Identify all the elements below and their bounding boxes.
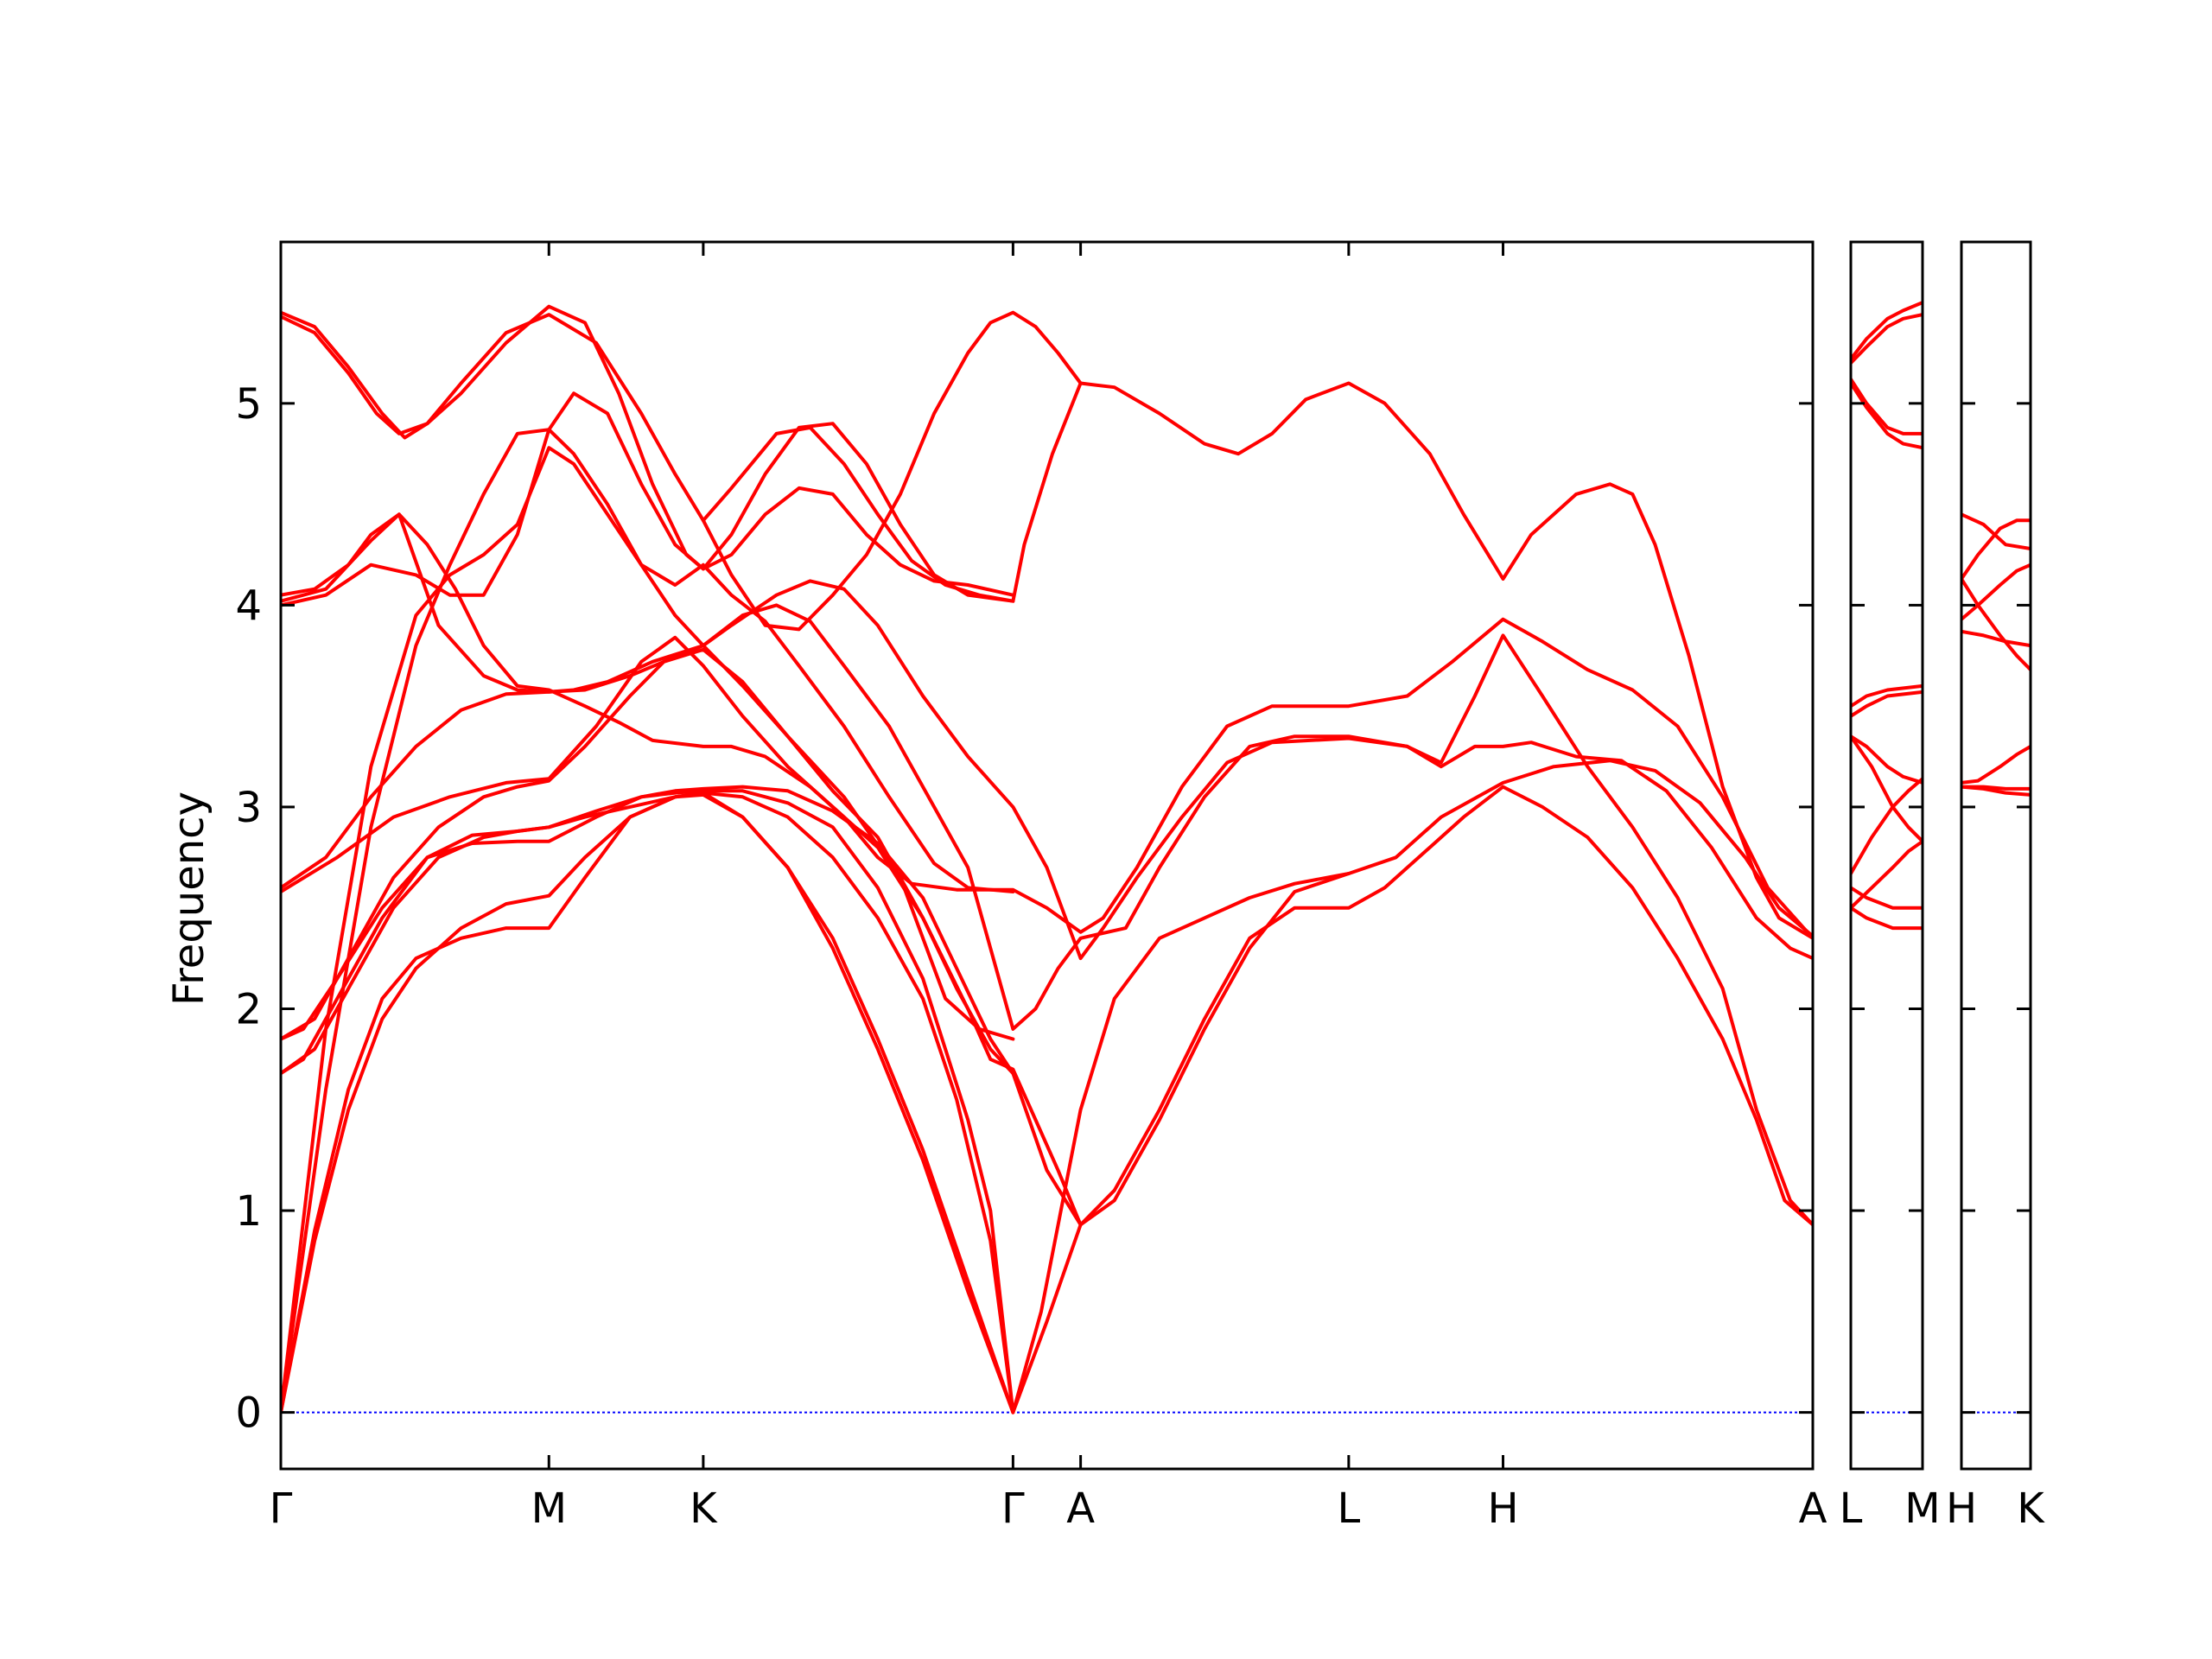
band-line-4 xyxy=(1961,563,2031,621)
band-line-6 xyxy=(281,647,1813,1227)
band-line-9 xyxy=(1851,777,1923,875)
band-line-15 xyxy=(281,391,1015,607)
band-line-1 xyxy=(281,310,1813,940)
x-tick-label: A xyxy=(1066,1484,1095,1533)
band-line-4 xyxy=(281,603,1813,1031)
x-tick-label: M xyxy=(1904,1484,1940,1533)
band-line-5 xyxy=(281,635,1813,1227)
x-tick-label: M xyxy=(531,1484,567,1533)
panel-frame xyxy=(279,240,1815,1471)
band-line-6 xyxy=(1961,744,2031,785)
y-tick-label: 3 xyxy=(235,784,262,832)
x-tick-label: K xyxy=(2017,1484,2045,1533)
x-tick-label: K xyxy=(690,1484,718,1533)
band-line-3 xyxy=(1851,377,1923,435)
band-line-8 xyxy=(1961,785,2031,797)
band-line-5 xyxy=(1961,629,2031,648)
band-line-10 xyxy=(1851,886,1923,910)
x-tick-label: H xyxy=(1487,1484,1518,1533)
band-lines xyxy=(281,304,1813,1414)
y-tick-label: 4 xyxy=(235,582,262,630)
band-line-3 xyxy=(281,512,1813,1227)
y-tick-label: 2 xyxy=(235,986,262,1034)
band-line-1 xyxy=(1851,301,1923,361)
band-line-12 xyxy=(281,446,1015,1414)
band-line-5 xyxy=(1851,683,1923,709)
band-line-2 xyxy=(281,512,1813,940)
band-line-11 xyxy=(1851,839,1923,910)
band-line-7 xyxy=(281,789,1351,1414)
band-line-7 xyxy=(1851,734,1923,785)
band-lines xyxy=(1961,512,2031,797)
x-tick-label: Γ xyxy=(270,1484,293,1533)
x-tick-label: L xyxy=(1840,1484,1863,1533)
x-tick-label: L xyxy=(1338,1484,1361,1533)
band-line-6 xyxy=(1851,690,1923,718)
band-line-14 xyxy=(281,304,1015,603)
band-line-4 xyxy=(1851,381,1923,450)
band-line-3 xyxy=(1961,577,2031,672)
band-line-2 xyxy=(1961,518,2031,581)
x-tick-label: A xyxy=(1799,1484,1827,1533)
band-line-16 xyxy=(701,310,1083,632)
x-tick-label: H xyxy=(1946,1484,1977,1533)
band-line-9 xyxy=(281,791,1015,1414)
panel-frame xyxy=(1849,240,1924,1471)
y-tick-label: 1 xyxy=(235,1187,262,1236)
band-line-11 xyxy=(281,791,1083,1414)
panel-frame xyxy=(1960,240,2032,1471)
x-tick-label: Γ xyxy=(1001,1484,1025,1533)
y-tick-label: 5 xyxy=(235,380,262,429)
band-line-13 xyxy=(281,428,1015,1414)
band-line-2 xyxy=(1851,313,1923,365)
band-line-12 xyxy=(1851,906,1923,931)
y-tick-label: 0 xyxy=(235,1389,262,1438)
band-lines xyxy=(1851,301,1923,931)
y-axis-label: Frequency xyxy=(165,791,213,1006)
band-line-8 xyxy=(281,785,1015,1076)
